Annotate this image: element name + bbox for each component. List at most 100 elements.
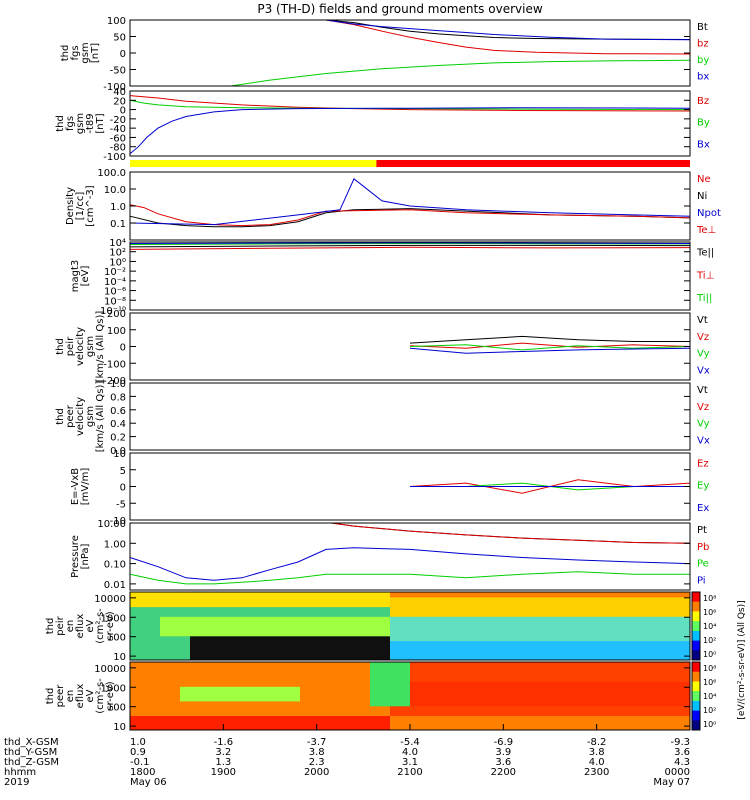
y-label-line: -t89 [85, 113, 96, 133]
x-axis-value: 3.9 [495, 747, 511, 758]
spectrogram-cell [430, 720, 441, 726]
spectrogram-cell [620, 671, 631, 678]
spectrogram-cell [640, 640, 651, 646]
y-axis-label: Pressure [nPa] [70, 535, 91, 578]
spectrogram-cell [210, 666, 221, 673]
spectrogram-cell [340, 696, 351, 702]
spectrogram-cell [140, 626, 151, 632]
spectrogram-cell [480, 630, 491, 637]
spectrogram-cell [590, 691, 601, 697]
spectrogram-cell [580, 671, 591, 678]
spectrogram-cell [370, 596, 381, 603]
spectrogram-cell [460, 710, 471, 716]
series-group-density [129, 178, 691, 228]
spectrogram-cell [180, 626, 191, 632]
spectrogram-cell [580, 592, 591, 598]
spectrogram-cell [640, 671, 651, 678]
y-label-line: eV [85, 689, 96, 702]
spectrogram-cell [180, 592, 191, 598]
spectrogram-cell [620, 710, 631, 716]
spectrogram-cell [500, 592, 511, 598]
spectrogram-cell [230, 650, 241, 656]
spectrogram-cell [650, 592, 661, 598]
spectrogram-cell [680, 616, 691, 622]
spectrogram-cell [530, 596, 541, 603]
spectrogram-cell [620, 686, 631, 692]
y-tick-label: -80 [110, 143, 126, 154]
spectrogram-cell [370, 635, 381, 642]
colorbar-segment [692, 700, 700, 712]
spectrogram-cell [350, 691, 361, 697]
spectrogram-cell [310, 635, 321, 642]
spectrogram-cell [290, 596, 301, 603]
spectrogram-cell [680, 630, 691, 637]
spectrogram-cell [410, 715, 421, 721]
spectrogram-cell [630, 650, 641, 656]
spectrogram-cell [320, 621, 331, 627]
spectrogram-cell [560, 640, 571, 646]
spectrogram-cell [210, 696, 221, 702]
spectrogram-cell [330, 696, 341, 702]
spectrogram-cell [580, 681, 591, 687]
spectrogram-cell [210, 601, 221, 608]
spectrogram-cell [210, 626, 221, 632]
spectrogram-cell [330, 640, 341, 646]
spectrogram-cell [220, 715, 231, 721]
spectrogram-cell [490, 626, 501, 632]
spectrogram-cell [290, 592, 301, 598]
spectrogram-cell [180, 691, 191, 697]
spectrogram-cell [650, 601, 661, 608]
spectrogram-cell [140, 601, 151, 608]
spectrogram-cell [440, 710, 451, 716]
spectrogram-cell [300, 621, 311, 627]
spectrogram-cell [660, 635, 671, 642]
spectrogram-cell [260, 635, 271, 642]
spectrogram-cell [680, 700, 691, 707]
spectrogram-cell [370, 671, 381, 678]
spectrogram-cell [610, 640, 621, 646]
x-axis-value: -1.6 [214, 737, 234, 748]
spectrogram-cell [450, 621, 461, 627]
spectrogram-cell [140, 666, 151, 673]
spectrogram-cell [340, 662, 351, 668]
spectrogram-cell [250, 662, 261, 668]
spectrogram-cell [170, 630, 181, 637]
spectrogram-cell [600, 635, 611, 642]
spectrogram-cell [410, 640, 421, 646]
spectrogram-cell [190, 645, 201, 651]
spectrogram-cell [450, 596, 461, 603]
spectrogram-cell [170, 705, 181, 712]
spectrogram-cell [200, 626, 211, 632]
spectrogram-cell [670, 601, 681, 608]
spectrogram-cell [290, 635, 301, 642]
spectrogram-cell [580, 616, 591, 622]
y-axis-label: Density [1/cc] [cm^-3] [65, 185, 96, 226]
spectrogram-cell [650, 626, 661, 632]
spectrogram-cell [380, 671, 391, 678]
spectrogram-cell [400, 611, 411, 617]
spectrogram-cell [280, 592, 291, 598]
colorbar-segment [692, 592, 700, 603]
spectrogram-cell [290, 691, 301, 697]
spectrogram-cell [640, 725, 651, 731]
spectrogram-cell [330, 592, 341, 598]
spectrogram-cell [520, 596, 531, 603]
spectrogram-cell [230, 662, 241, 668]
spectrogram-cell [180, 705, 191, 712]
spectrogram-cell [640, 681, 651, 687]
y-label-line: [km/s (All Qs)] [95, 311, 106, 383]
legend-Vy: Vy [697, 349, 710, 360]
spectrogram-cell [650, 666, 661, 673]
spectrogram-cell [170, 671, 181, 678]
spectrogram-cell [620, 666, 631, 673]
spectrogram-cell [490, 655, 501, 661]
spectrogram-cell [300, 720, 311, 726]
series-group-peir-velocity [409, 335, 691, 354]
spectrogram-cell [370, 666, 381, 673]
spectrogram-cell [230, 592, 241, 598]
spectrogram-cell [430, 630, 441, 637]
spectrogram-cell [290, 710, 301, 716]
spectrogram-cell [600, 640, 611, 646]
